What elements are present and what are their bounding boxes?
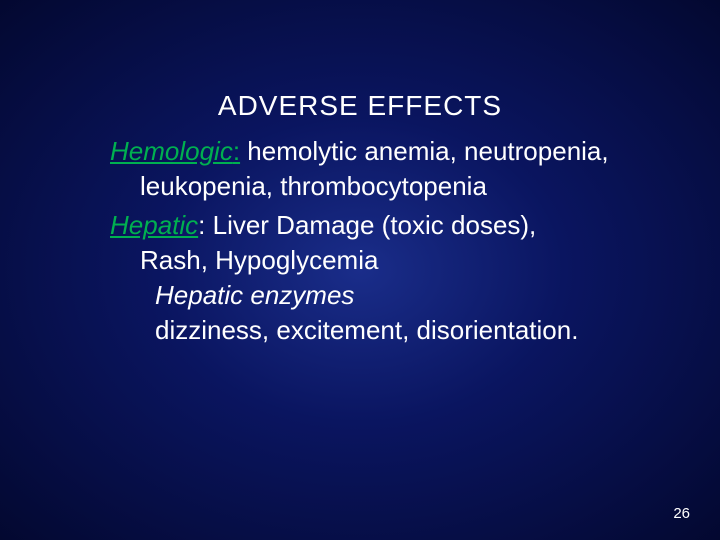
hepatic-text-1: : Liver Damage (toxic doses), (198, 210, 536, 240)
hepatic-enzymes-text: Hepatic enzymes (155, 280, 354, 310)
hemologic-text-1: hemolytic anemia, neutropenia, (240, 136, 609, 166)
hemologic-colon: : (233, 136, 240, 166)
page-number: 26 (673, 505, 690, 522)
hepatic-text-3: Hepatic enzymes (110, 278, 640, 313)
hemologic-block: Hemologic: hemolytic anemia, neutropenia… (110, 134, 640, 204)
slide-content: ADVERSE EFFECTS Hemologic: hemolytic ane… (0, 0, 720, 349)
hepatic-text-2: Rash, Hypoglycemia (110, 243, 640, 278)
hepatic-label: Hepatic (110, 210, 198, 240)
slide-title: ADVERSE EFFECTS (110, 90, 640, 122)
slide-body: Hemologic: hemolytic anemia, neutropenia… (110, 134, 640, 349)
hepatic-text-4: dizziness, excitement, disorientation. (110, 313, 640, 348)
hemologic-label: Hemologic (110, 136, 233, 166)
hemologic-text-2: leukopenia, thrombocytopenia (110, 169, 640, 204)
hepatic-block: Hepatic: Liver Damage (toxic doses), Ras… (110, 208, 640, 348)
